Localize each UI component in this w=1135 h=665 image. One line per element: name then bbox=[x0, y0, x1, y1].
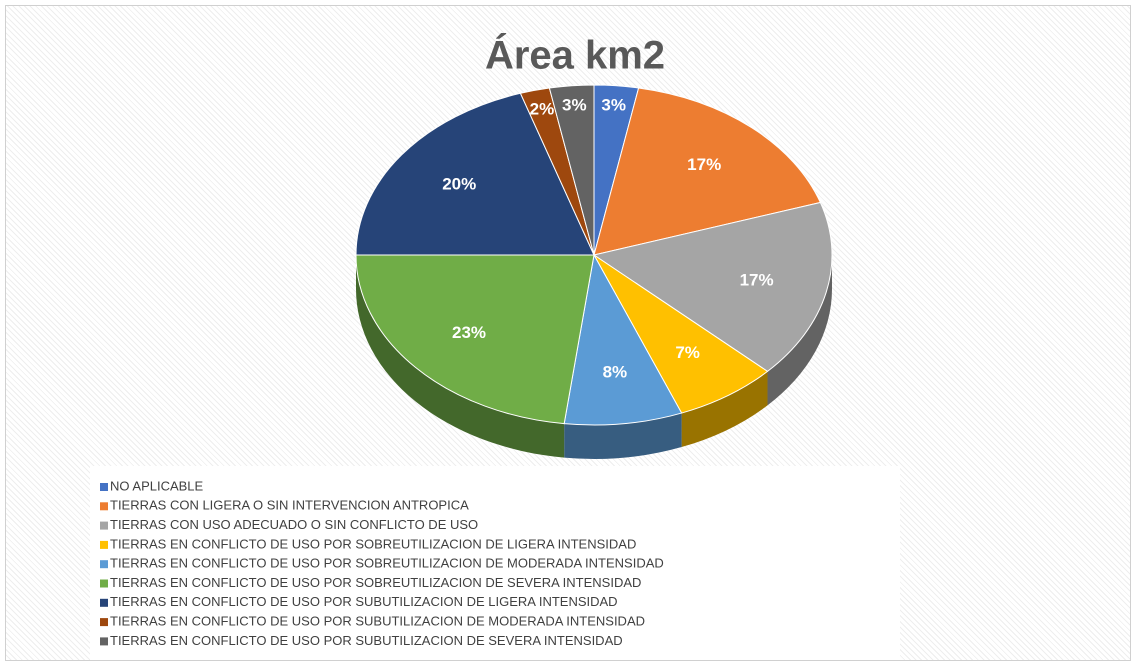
slice bbox=[593, 254, 769, 414]
legend-label: NO APLICABLE bbox=[110, 478, 204, 493]
data-label: 17% bbox=[687, 155, 721, 174]
data-label: 17% bbox=[740, 270, 774, 289]
legend-swatch bbox=[100, 579, 108, 588]
legend-swatch bbox=[100, 598, 108, 607]
legend-label: TIERRAS EN CONFLICTO DE USO POR SOBREUTI… bbox=[110, 536, 636, 551]
data-label: 2% bbox=[530, 100, 555, 119]
legend-swatch bbox=[100, 637, 108, 646]
legend-label: TIERRAS EN CONFLICTO DE USO POR SUBUTILI… bbox=[110, 633, 623, 648]
slice-side bbox=[681, 371, 768, 448]
legend-label: TIERRAS EN CONFLICTO DE USO POR SOBREUTI… bbox=[110, 575, 641, 590]
chart-title: Área km2 bbox=[485, 33, 665, 78]
legend-swatch bbox=[100, 540, 108, 549]
legend-swatch bbox=[100, 483, 108, 491]
legend-label: TIERRAS CON USO ADECUADO O SIN CONFLICTO… bbox=[110, 517, 478, 532]
legend-label: TIERRAS CON LIGERA O SIN INTERVENCION AN… bbox=[110, 498, 469, 513]
legend-swatch bbox=[100, 502, 108, 511]
data-label: 3% bbox=[562, 96, 587, 115]
data-label: 20% bbox=[442, 175, 476, 194]
data-label: 23% bbox=[452, 323, 486, 342]
slice bbox=[355, 254, 595, 425]
legend-box bbox=[90, 466, 900, 660]
legend-label: TIERRAS EN CONFLICTO DE USO POR SUBUTILI… bbox=[110, 594, 618, 609]
legend-swatch bbox=[100, 521, 108, 530]
legend-swatch bbox=[100, 560, 108, 569]
data-label: 7% bbox=[675, 343, 700, 362]
slice bbox=[592, 201, 833, 372]
data-label: 3% bbox=[601, 96, 626, 115]
data-label: 8% bbox=[603, 363, 628, 382]
slice-side bbox=[767, 255, 832, 406]
slice bbox=[355, 92, 595, 256]
legend-swatch bbox=[100, 618, 108, 627]
legend-label: TIERRAS EN CONFLICTO DE USO POR SOBREUTI… bbox=[110, 556, 664, 571]
slice-side bbox=[356, 255, 565, 458]
legend-label: TIERRAS EN CONFLICTO DE USO POR SUBUTILI… bbox=[110, 614, 645, 629]
slice-side bbox=[564, 413, 682, 459]
slice bbox=[593, 87, 822, 256]
slice bbox=[548, 84, 595, 256]
slice bbox=[563, 253, 683, 426]
